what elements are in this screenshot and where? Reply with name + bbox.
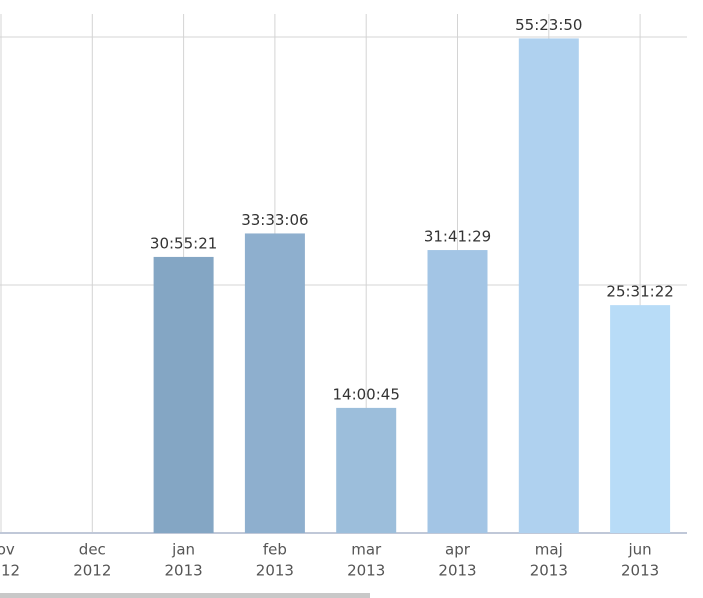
data-label: 33:33:06 xyxy=(241,211,308,229)
x-tick-label: jun xyxy=(628,541,652,559)
data-label: 25:31:22 xyxy=(606,283,673,301)
data-label: 55:23:50 xyxy=(515,16,582,34)
bar xyxy=(518,38,579,533)
x-tick-label: 2013 xyxy=(165,562,203,580)
bar xyxy=(610,305,671,533)
data-label: 14:00:45 xyxy=(333,385,400,403)
data-label: 30:55:21 xyxy=(150,234,217,252)
bar xyxy=(336,407,397,533)
data-label: 31:41:29 xyxy=(424,228,491,246)
x-tick-label: mar xyxy=(351,541,382,559)
x-tick-label: 2013 xyxy=(530,562,568,580)
x-tick-label: 2013 xyxy=(347,562,385,580)
scrollbar[interactable] xyxy=(0,593,370,598)
x-tick-label: 2013 xyxy=(256,562,294,580)
x-tick-label: 2013 xyxy=(438,562,476,580)
bar xyxy=(427,250,488,534)
bar xyxy=(153,256,214,533)
x-tick-label: feb xyxy=(263,541,287,559)
x-tick-label: 2012 xyxy=(73,562,111,580)
x-tick-label: maj xyxy=(535,541,563,559)
x-tick-label: 2012 xyxy=(0,562,20,580)
x-tick-label: 2013 xyxy=(621,562,659,580)
x-tick-label: nov xyxy=(0,541,15,559)
x-tick-label: jan xyxy=(171,541,195,559)
x-tick-label: dec xyxy=(79,541,106,559)
bar xyxy=(244,233,305,533)
x-tick-label: apr xyxy=(445,541,471,559)
